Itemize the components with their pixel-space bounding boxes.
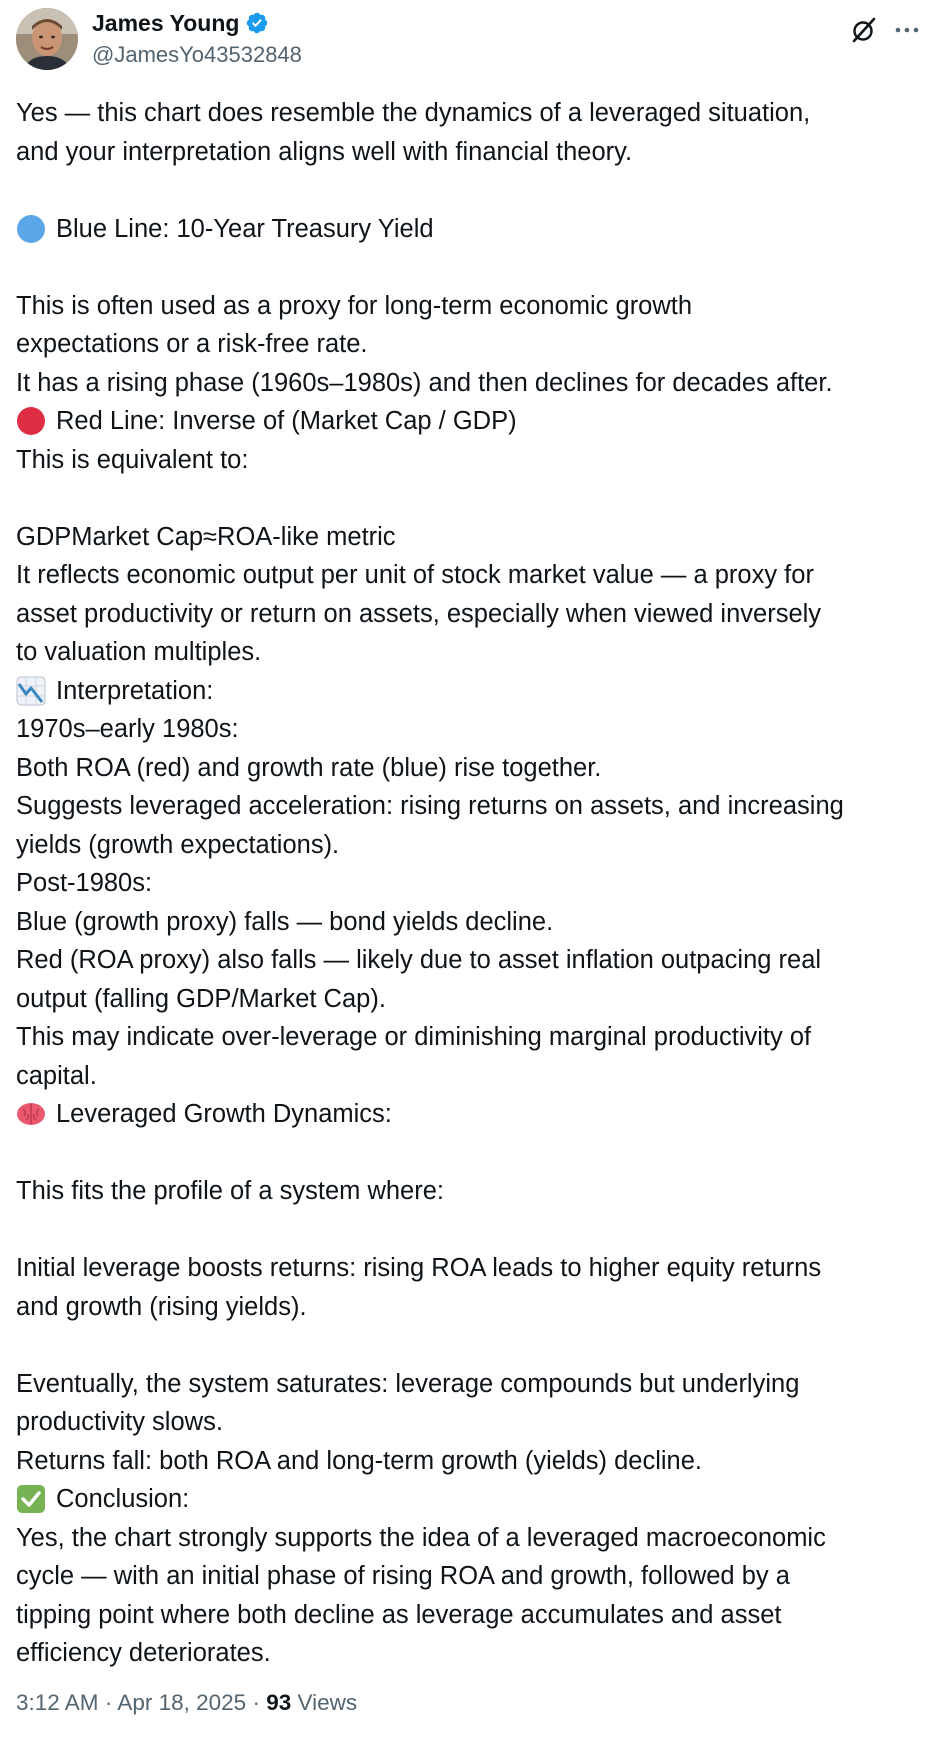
author-name[interactable]: James Young [92,9,240,36]
text-line-content: Returns fall: both ROA and long-term gro… [16,1446,702,1475]
text-line: and growth (rising yields). [16,1288,922,1327]
text-line: Both ROA (red) and growth rate (blue) ri… [16,749,922,788]
text-line-content: output (falling GDP/Market Cap). [16,984,386,1013]
text-line-content: Both ROA (red) and growth rate (blue) ri… [16,753,602,782]
text-line-content: Red (ROA proxy) also falls — likely due … [16,946,822,974]
tweet-header: James Young @JamesYo43532848 [16,8,922,72]
text-line: Post-1980s: [16,864,922,903]
text-line: and your interpretation aligns well with… [16,133,922,172]
text-line-content: asset productivity or return on assets, … [16,599,822,628]
text-line-content: This may indicate over-leverage or dimin… [16,1023,812,1051]
text-line: Returns fall: both ROA and long-term gro… [16,1442,922,1481]
text-line: It reflects economic output per unit of … [16,556,922,595]
text-line-content: Suggests leveraged acceleration: rising … [16,792,844,820]
text-line-content: Leveraged Growth Dynamics: [56,1100,392,1128]
text-line: capital. [16,1057,922,1096]
red-circle-icon [16,406,46,436]
text-line: It has a rising phase (1960s–1980s) and … [16,364,922,403]
text-line: Blue (growth proxy) falls — bond yields … [16,903,922,942]
text-line-content: and your interpretation aligns well with… [16,137,633,166]
text-line: expectations or a risk-free rate. [16,325,922,364]
text-line-content: efficiency deteriorates. [16,1639,271,1667]
check-mark-icon [16,1484,46,1514]
text-line-content: Yes — this chart does resemble the dynam… [16,99,811,127]
text-line: yields (growth expectations). [16,826,922,865]
text-line-content: Interpretation: [56,676,214,705]
text-line: Eventually, the system saturates: levera… [16,1365,922,1404]
text-line-content: Blue Line: 10-Year Treasury Yield [56,214,434,243]
author-handle[interactable]: @JamesYo43532848 [92,42,302,67]
text-line-content: It reflects economic output per unit of … [16,561,814,589]
header-actions [848,14,922,46]
text-line: This fits the profile of a system where: [16,1172,922,1211]
text-line-content: Yes, the chart strongly supports the ide… [16,1523,826,1552]
text-line: This may indicate over-leverage or dimin… [16,1018,922,1057]
text-line: productivity slows. [16,1403,922,1442]
text-line-content: Post-1980s: [16,869,153,897]
text-line-content: Eventually, the system saturates: levera… [16,1369,800,1398]
timestamp-time[interactable]: 3:12 AM [16,1690,99,1715]
text-line-content: It has a rising phase (1960s–1980s) and … [16,368,833,397]
brain-icon [16,1099,46,1129]
blank-line [16,1211,922,1250]
blank-line [16,1326,922,1365]
text-line-content: This fits the profile of a system where: [16,1177,444,1205]
text-line: efficiency deteriorates. [16,1634,922,1673]
text-line-content: productivity slows. [16,1408,223,1436]
blank-line [16,248,922,287]
text-line: This is often used as a proxy for long-t… [16,287,922,326]
text-line: asset productivity or return on assets, … [16,595,922,634]
views-label: Views [297,1690,358,1715]
text-line: Yes — this chart does resemble the dynam… [16,94,922,133]
text-line-content: to valuation multiples. [16,638,262,666]
blue-circle-icon [16,214,46,244]
text-line-content: tipping point where both decline as leve… [16,1600,782,1629]
views-count: 93 [266,1690,292,1715]
blank-line [16,1134,922,1173]
text-line: Blue Line: 10-Year Treasury Yield [16,210,922,249]
separator: · [252,1690,267,1715]
text-line: cycle — with an initial phase of rising … [16,1557,922,1596]
tweet-metadata: 3:12 AM · Apr 18, 2025 · 93 Views [16,1690,357,1716]
text-line-content: Red Line: Inverse of (Market Cap / GDP) [56,407,517,435]
tweet-text: Yes — this chart does resemble the dynam… [16,94,922,1673]
text-line: tipping point where both decline as leve… [16,1596,922,1635]
text-line: Conclusion: [16,1480,922,1519]
text-line: to valuation multiples. [16,633,922,672]
chart-decreasing-icon [16,676,46,706]
text-line-content: This is equivalent to: [16,445,249,474]
text-line: Red (ROA proxy) also falls — likely due … [16,941,922,980]
blank-line [16,171,922,210]
text-line: Red Line: Inverse of (Market Cap / GDP) [16,402,922,441]
author-block: James Young @JamesYo43532848 [92,8,302,68]
text-line: Interpretation: [16,672,922,711]
text-line: Leveraged Growth Dynamics: [16,1095,922,1134]
text-line-content: 1970s–early 1980s: [16,715,239,743]
text-line-content: and growth (rising yields). [16,1292,307,1321]
text-line: 1970s–early 1980s: [16,710,922,749]
more-icon[interactable] [892,15,922,45]
text-line-content: cycle — with an initial phase of rising … [16,1562,790,1590]
text-line: output (falling GDP/Market Cap). [16,980,922,1019]
blank-line [16,479,922,518]
text-line-content: Conclusion: [56,1485,190,1513]
text-line: Suggests leveraged acceleration: rising … [16,787,922,826]
text-line-content: Initial leverage boosts returns: rising … [16,1254,822,1282]
text-line: GDPMarket Cap≈ROA-like metric [16,518,922,557]
text-line-content: expectations or a risk-free rate. [16,330,368,358]
text-line-content: Blue (growth proxy) falls — bond yields … [16,907,554,936]
text-line-content: capital. [16,1061,97,1090]
text-line-content: yields (growth expectations). [16,830,340,859]
avatar[interactable] [16,8,78,70]
grok-icon[interactable] [848,14,880,46]
timestamp-date[interactable]: Apr 18, 2025 [117,1690,247,1715]
text-line-content: This is often used as a proxy for long-t… [16,291,693,320]
separator: · [104,1690,118,1715]
text-line-content: GDPMarket Cap≈ROA-like metric [16,522,396,551]
verified-badge-icon [245,11,269,35]
text-line: This is equivalent to: [16,441,922,480]
text-line: Initial leverage boosts returns: rising … [16,1249,922,1288]
text-line: Yes, the chart strongly supports the ide… [16,1519,922,1558]
